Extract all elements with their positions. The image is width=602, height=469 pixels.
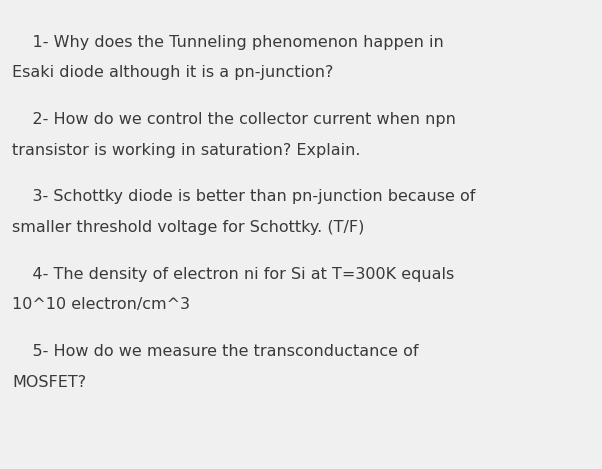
Text: 2- How do we control the collector current when npn: 2- How do we control the collector curre… (12, 112, 456, 127)
Text: 4- The density of electron ni for Si at T=300K equals: 4- The density of electron ni for Si at … (12, 267, 455, 282)
Text: smaller threshold voltage for Schottky. (T/F): smaller threshold voltage for Schottky. … (12, 220, 364, 235)
Text: MOSFET?: MOSFET? (12, 375, 86, 390)
Text: 5- How do we measure the transconductance of: 5- How do we measure the transconductanc… (12, 344, 418, 359)
Text: 1- Why does the Tunneling phenomenon happen in: 1- Why does the Tunneling phenomenon hap… (12, 35, 444, 50)
Text: 3- Schottky diode is better than pn-junction because of: 3- Schottky diode is better than pn-junc… (12, 189, 476, 204)
Text: transistor is working in saturation? Explain.: transistor is working in saturation? Exp… (12, 143, 361, 158)
Text: Esaki diode although it is a pn-junction?: Esaki diode although it is a pn-junction… (12, 65, 334, 80)
Text: 10^10 electron/cm^3: 10^10 electron/cm^3 (12, 297, 190, 312)
